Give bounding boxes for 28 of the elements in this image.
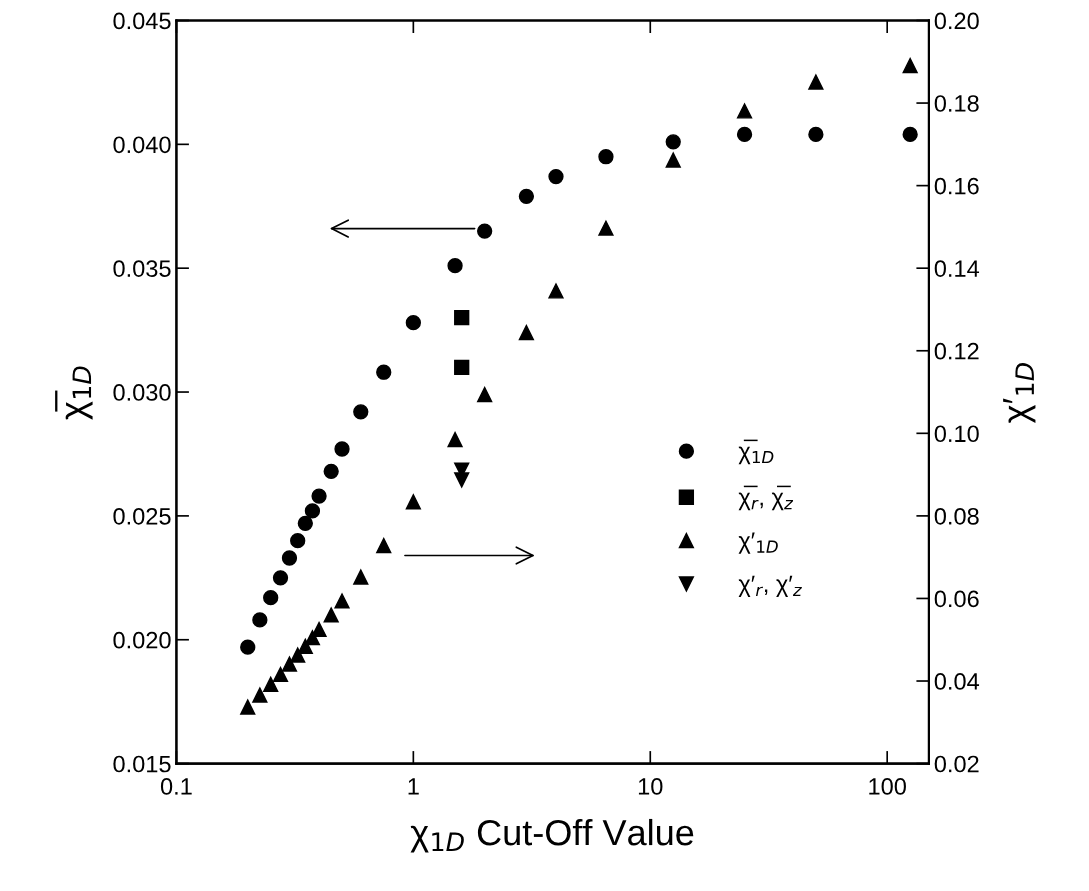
y2-tick-label: 0.14 <box>934 260 980 277</box>
x-tick-label: 1 <box>408 778 419 795</box>
y-tick-label: 0.030 <box>113 384 171 401</box>
legend-label: χ′$_{1D}$ <box>738 532 778 554</box>
y-tick-label: 0.020 <box>113 631 171 649</box>
y2-tick-label: 0.16 <box>934 177 979 195</box>
y2-tick-label: 0.06 <box>934 590 979 608</box>
legend-label: χ̅$_{r}$, χ̅$_{z}$ <box>738 485 794 511</box>
y2-axis-title: χ′$_{1D}$ <box>1003 363 1036 424</box>
x-tick-label: 0.1 <box>160 778 192 795</box>
y-tick-label: 0.035 <box>113 260 171 277</box>
legend-label: χ̅$_{1D}$ <box>738 439 774 465</box>
x-tick-label: 100 <box>869 778 906 795</box>
y2-tick-label: 0.08 <box>934 507 979 525</box>
y-axis-title: χ̅$_{1D}$ <box>55 366 93 420</box>
y-tick-label: 0.015 <box>113 755 171 773</box>
y2-tick-label: 0.12 <box>934 342 979 360</box>
x-tick-label: 10 <box>638 778 663 795</box>
x-axis-title: χ$_{1D}$ Cut-Off Value <box>410 818 694 853</box>
y-tick-label: 0.025 <box>113 507 171 525</box>
y2-tick-label: 0.10 <box>934 425 979 443</box>
legend-label: χ′$_{r}$, χ′$_{z}$ <box>738 575 802 597</box>
y-tick-label: 0.040 <box>113 136 171 154</box>
y-tick-label: 0.045 <box>113 12 171 30</box>
y2-tick-label: 0.02 <box>934 755 979 773</box>
y2-tick-label: 0.18 <box>934 95 979 112</box>
y2-tick-label: 0.04 <box>934 673 980 690</box>
y2-tick-label: 0.20 <box>934 12 979 30</box>
